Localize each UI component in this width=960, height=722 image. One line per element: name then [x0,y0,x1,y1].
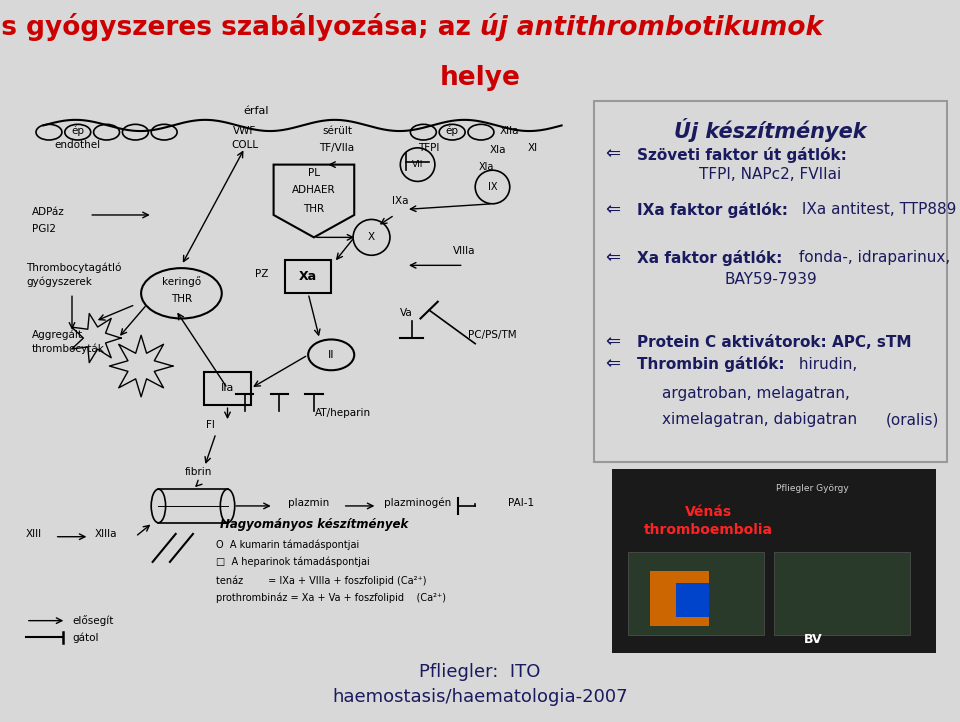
Text: FI: FI [205,419,215,430]
Text: elősegít: elősegít [72,615,113,626]
Text: THR: THR [171,294,192,304]
Text: BV: BV [804,633,822,646]
Text: TF/VIIa: TF/VIIa [320,143,354,152]
Text: Szöveti faktor út gátlók:: Szöveti faktor út gátlók: [637,147,847,162]
Text: COLL: COLL [231,140,258,150]
Text: helye: helye [440,65,520,91]
Text: Új készítmények: Új készítmények [674,118,867,142]
Text: prothrombináz = Xa + Va + foszfolipid    (Ca²⁺): prothrombináz = Xa + Va + foszfolipid (C… [216,593,446,603]
Text: O  A kumarin támadáspontjai: O A kumarin támadáspontjai [216,539,359,550]
Text: II: II [328,350,334,360]
Text: XIIa: XIIa [500,126,519,136]
Text: XIII: XIII [26,529,42,539]
Text: BAY59-7939: BAY59-7939 [724,272,817,287]
Text: VIIIa: VIIIa [452,246,475,256]
Text: Xa faktor gátlók:: Xa faktor gátlók: [637,250,782,266]
Text: PGI2: PGI2 [32,224,56,234]
Text: PZ: PZ [255,269,269,279]
Text: tenáz        = IXa + VIIIa + foszfolipid (Ca²⁺): tenáz = IXa + VIIIa + foszfolipid (Ca²⁺) [216,575,426,586]
Bar [774,552,910,635]
Text: Protein C aktivátorok: APC, sTM: Protein C aktivátorok: APC, sTM [637,335,912,350]
Bar [651,570,708,626]
Text: Xla: Xla [479,162,494,173]
Text: gyógyszerek: gyógyszerek [26,277,92,287]
Text: PAI-1: PAI-1 [508,498,535,508]
Text: IX: IX [488,182,497,192]
Text: plazminogén: plazminogén [384,497,451,508]
Text: TFPI, NAPc2, FVIIai: TFPI, NAPc2, FVIIai [699,168,842,182]
Text: AT/heparin: AT/heparin [315,409,371,419]
Text: IXa: IXa [392,196,409,206]
Text: fonda-, idraparinux,: fonda-, idraparinux, [794,250,950,265]
Text: VII: VII [412,160,423,169]
Text: ⇐: ⇐ [605,334,620,352]
Text: IXa faktor gátlók:: IXa faktor gátlók: [637,201,788,218]
Text: Thrombocytagátló: Thrombocytagátló [26,262,121,273]
Text: Xa: Xa [300,270,317,283]
Text: PC/PS/TM: PC/PS/TM [468,330,516,340]
Text: (oralis): (oralis) [885,412,939,427]
Text: keringő: keringő [162,276,201,287]
Text: ⇐: ⇐ [605,146,620,164]
Bar [628,552,764,635]
Text: Va: Va [399,308,413,318]
Text: □  A heparinok támadáspontjai: □ A heparinok támadáspontjai [216,556,370,567]
Bar [204,372,251,405]
Text: X: X [368,232,375,243]
Text: ADHAER: ADHAER [292,185,336,195]
Text: Hagyományos készítmények: Hagyományos készítmények [220,518,408,531]
Text: érfal: érfal [244,106,269,116]
Text: XIa: XIa [490,145,507,155]
Text: XI: XI [528,143,538,152]
Text: Pfliegler György: Pfliegler György [777,484,849,493]
Text: argatroban, melagatran,: argatroban, melagatran, [662,386,851,401]
Text: VWF: VWF [233,126,256,136]
Text: IIa: IIa [221,383,234,393]
Text: új antithrombotikumok: új antithrombotikumok [480,13,823,41]
Text: THR: THR [303,204,324,214]
Text: ⇐: ⇐ [605,248,620,266]
Polygon shape [612,469,936,653]
Bar [285,260,331,293]
Text: Aggregált: Aggregált [32,329,83,340]
Text: PL: PL [308,168,320,178]
Text: Thrombin gátlók:: Thrombin gátlók: [637,357,785,373]
Bar [677,583,708,617]
Text: A haemostasis: természetes és gyógyszeres szabályozása; az: A haemostasis: természetes és gyógyszere… [0,13,480,41]
Text: XIIIa: XIIIa [95,529,117,539]
Text: Pfliegler:  ITO
haemostasis/haematologia-2007: Pfliegler: ITO haemostasis/haematologia-… [332,663,628,706]
Text: sérült: sérült [322,126,352,136]
Text: endothel: endothel [55,140,101,150]
Text: ⇐: ⇐ [605,201,620,219]
Text: fibrin: fibrin [185,467,212,477]
Text: ADPáz: ADPáz [32,207,64,217]
Text: Vénás
thromboembolia: Vénás thromboembolia [644,505,774,536]
Text: gátol: gátol [72,632,99,643]
Text: ⇐: ⇐ [605,355,620,373]
Text: IXa antitest, TTP889: IXa antitest, TTP889 [798,202,957,217]
Text: TFPI: TFPI [419,143,440,152]
Text: ép: ép [71,126,84,136]
Text: plazmin: plazmin [288,498,328,508]
Text: ép: ép [445,126,459,136]
Text: thrombocyták: thrombocyták [32,344,105,354]
Text: hirudin,: hirudin, [794,357,857,372]
Text: ximelagatran, dabigatran: ximelagatran, dabigatran [662,412,857,427]
